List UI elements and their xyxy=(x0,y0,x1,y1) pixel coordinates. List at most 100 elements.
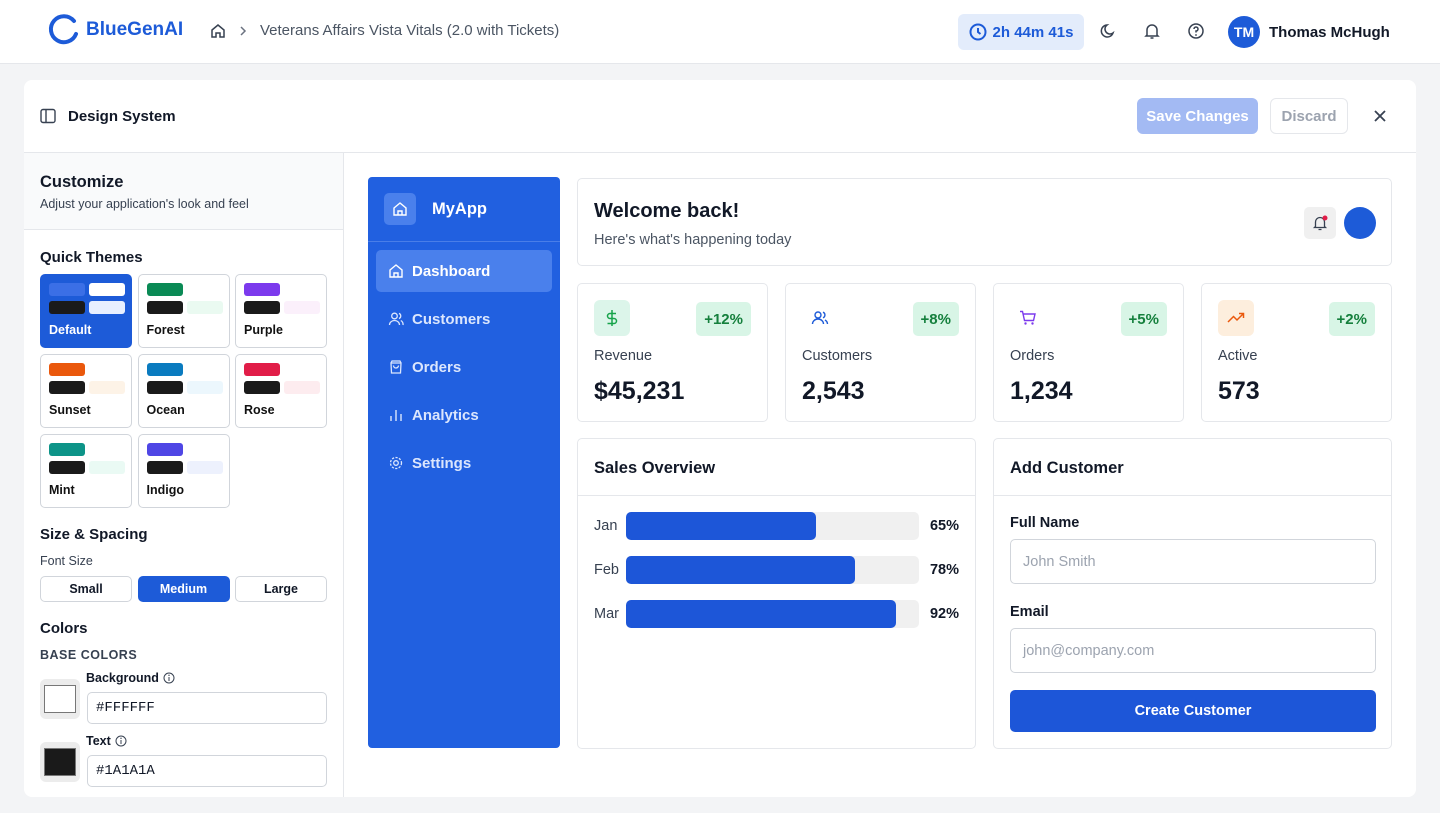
dark-mode-toggle[interactable] xyxy=(1099,22,1117,40)
stat-value: $45,231 xyxy=(594,377,685,405)
breadcrumb-item[interactable]: Veterans Affairs Vista Vitals (2.0 with … xyxy=(260,22,560,39)
section-title: Colors xyxy=(40,620,88,637)
color-swatch xyxy=(146,461,183,474)
stat-change: +5% xyxy=(1120,302,1167,336)
timer-text: 2h 44m 41s xyxy=(992,23,1074,41)
brand[interactable]: BlueGenAI xyxy=(48,14,183,46)
theme-name: Purple xyxy=(244,323,283,337)
theme-option[interactable]: Sunset xyxy=(40,354,132,428)
color-input[interactable]: #1A1A1A xyxy=(87,755,327,787)
bar-label: Jan xyxy=(594,518,618,534)
panel-title: Design System xyxy=(68,108,176,125)
color-input[interactable]: #FFFFFF xyxy=(87,692,327,724)
color-swatch xyxy=(284,283,320,296)
nav-icon xyxy=(389,456,403,470)
theme-option[interactable]: Indigo xyxy=(137,434,230,508)
sidebar-toggle[interactable] xyxy=(40,108,56,124)
info-icon[interactable] xyxy=(163,672,175,684)
color-swatch xyxy=(244,363,280,376)
brand-name: BlueGenAI xyxy=(86,19,184,40)
sales-card: Sales Overview Jan 65% Feb 78% Mar 92% xyxy=(577,438,976,749)
stat-change: +12% xyxy=(696,302,751,336)
color-swatch xyxy=(186,381,223,394)
close-button[interactable] xyxy=(1373,109,1387,123)
color-swatch xyxy=(284,381,320,394)
nav-label: Orders xyxy=(412,358,462,376)
theme-name: Mint xyxy=(49,483,75,497)
user-avatar[interactable] xyxy=(1344,207,1376,239)
nav-icon xyxy=(389,264,403,278)
color-swatch xyxy=(89,283,125,296)
color-swatch xyxy=(186,443,223,456)
help[interactable] xyxy=(1187,22,1205,40)
color-swatch xyxy=(49,443,85,456)
discard-button[interactable]: Discard xyxy=(1270,98,1348,134)
info-icon[interactable] xyxy=(115,735,127,747)
welcome-card: Welcome back! Here's what's happening to… xyxy=(577,178,1392,266)
subsection-title: BASE COLORS xyxy=(40,648,138,662)
theme-option[interactable]: Default xyxy=(40,274,132,348)
field-label: Email xyxy=(1010,604,1049,620)
theme-option[interactable]: Rose xyxy=(235,354,327,428)
stat-icon xyxy=(1218,300,1254,336)
sidebar-subtitle: Adjust your application's look and feel xyxy=(40,197,249,211)
label-text: Background xyxy=(86,671,159,685)
divider xyxy=(368,241,560,242)
theme-name: Rose xyxy=(244,403,275,417)
home-icon xyxy=(393,202,407,216)
section-title: Size & Spacing xyxy=(40,526,148,543)
user-name[interactable]: Thomas McHugh xyxy=(1269,24,1390,41)
bar xyxy=(626,512,817,540)
color-swatch xyxy=(89,443,125,456)
brand-logo xyxy=(48,14,78,45)
bar-value: 78% xyxy=(929,562,959,578)
nav-item[interactable]: Customers xyxy=(376,298,552,340)
stat-card: +5% Orders 1,234 xyxy=(993,283,1184,422)
nav-item[interactable]: Settings xyxy=(376,442,552,484)
font-size-option[interactable]: Medium xyxy=(137,576,230,602)
theme-option[interactable]: Forest xyxy=(137,274,230,348)
nav-label: Settings xyxy=(412,454,472,472)
text-input[interactable]: john@company.com xyxy=(1010,628,1376,673)
section-title: Quick Themes xyxy=(40,249,143,266)
bar xyxy=(626,600,896,628)
sidebar-title: Customize xyxy=(40,173,124,191)
font-size-option[interactable]: Large xyxy=(235,576,327,602)
notification-button[interactable] xyxy=(1304,207,1336,239)
stat-label: Orders xyxy=(1010,348,1055,364)
notifications[interactable] xyxy=(1143,22,1161,40)
bar-value: 65% xyxy=(929,518,959,534)
avatar[interactable]: TM xyxy=(1228,16,1260,48)
field-label: Full Name xyxy=(1010,515,1080,531)
bar-track xyxy=(626,512,919,540)
text-input[interactable]: John Smith xyxy=(1010,539,1376,584)
color-swatch xyxy=(186,301,223,314)
app-name: MyApp xyxy=(432,200,487,218)
color-swatch xyxy=(89,363,125,376)
clock-icon xyxy=(969,23,987,41)
color-swatch xyxy=(89,461,125,474)
color-swatch xyxy=(49,381,85,394)
users-icon xyxy=(811,311,829,325)
nav-item[interactable]: Analytics xyxy=(376,394,552,436)
stat-label: Active xyxy=(1218,348,1258,364)
nav-item[interactable]: Orders xyxy=(376,346,552,388)
font-size-option[interactable]: Small xyxy=(40,576,132,602)
home-icon[interactable] xyxy=(210,23,226,39)
theme-option[interactable]: Mint xyxy=(40,434,132,508)
theme-name: Ocean xyxy=(146,403,185,417)
divider xyxy=(994,495,1391,496)
theme-option[interactable]: Ocean xyxy=(137,354,230,428)
stat-value: 2,543 xyxy=(802,377,865,405)
nav-item[interactable]: Dashboard xyxy=(376,250,552,292)
card-title: Add Customer xyxy=(1010,459,1124,477)
theme-option[interactable]: Purple xyxy=(235,274,327,348)
color-swatch xyxy=(89,301,125,314)
color-picker[interactable] xyxy=(40,679,80,719)
color-swatch xyxy=(49,283,85,296)
create-button[interactable]: Create Customer xyxy=(1010,690,1376,732)
color-picker[interactable] xyxy=(40,742,80,782)
save-button[interactable]: Save Changes xyxy=(1137,98,1258,134)
dollar-icon xyxy=(606,310,618,326)
stat-icon xyxy=(802,300,838,336)
